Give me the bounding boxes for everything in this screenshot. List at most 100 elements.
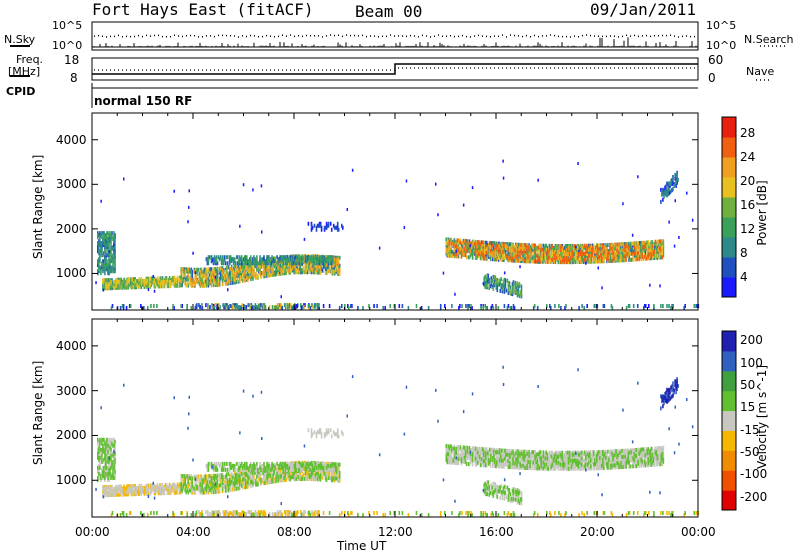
freq-tick-top: 18 (64, 53, 80, 67)
velocity-scatter-2-3 (180, 460, 341, 495)
velocity-scatter-2-5 (180, 460, 341, 495)
velocity-scatter-7-5 (483, 480, 523, 505)
xtick-label-2: 08:00 (277, 525, 312, 539)
power-scatter-7-1 (483, 273, 519, 297)
date-title: 09/Jan/2011 (590, 0, 696, 19)
nave-label: Nave (746, 65, 775, 78)
power-scatter-6-5 (445, 238, 664, 265)
freq-trace (92, 63, 698, 75)
velocity-scatter-1-4 (102, 482, 182, 498)
power-scatter-8-1 (660, 170, 678, 204)
power-colorbar-swatch-1 (722, 257, 736, 278)
nsearch-label: N.Search (744, 33, 794, 46)
panel-1-ytick-label-0: 1000 (56, 473, 87, 488)
velocity-colorbar-tick-4: 15 (740, 400, 756, 415)
freq-label-1: Freq. (16, 53, 44, 66)
power-colorbar-swatch-6 (722, 157, 736, 178)
power-scatter-5-1 (310, 221, 343, 232)
xtick-label-0: 00:00 (75, 525, 110, 539)
power-colorbar-tick-0: 4 (740, 270, 748, 284)
noise-tick-bottom-right: 10^0 (706, 39, 737, 52)
power-colorbar-swatch-3 (722, 217, 736, 238)
panel-1-ytick-label-1: 2000 (56, 428, 87, 443)
xtick-label-5: 20:00 (580, 525, 615, 539)
xtick-label-4: 16:00 (479, 525, 514, 539)
velocity-scatter-8-7 (660, 377, 679, 411)
power-colorbar-label: Power [dB] (755, 180, 769, 246)
velocity-colorbar-label: Velocity [m s^-1] (755, 364, 769, 470)
xtick-label-6: 00:00 (681, 525, 716, 539)
velocity-scatter-5-4 (307, 428, 344, 439)
noise-panel-frame (91, 21, 699, 51)
panel-1-ytick-label-2: 3000 (56, 383, 87, 398)
velocity-colorbar-tick-1: -100 (740, 467, 768, 482)
power-colorbar-tick-4: 20 (740, 174, 756, 188)
velocity-colorbar-swatch-8 (722, 331, 736, 352)
velocity-scatter-9-3 (110, 511, 700, 517)
freq-label-2: [MHz] (8, 65, 41, 78)
nsky-label: N.Sky (4, 33, 36, 46)
power-colorbar-tick-2: 12 (740, 222, 756, 236)
noise-tick-bottom-left: 10^0 (52, 39, 83, 52)
velocity-panel (95, 365, 700, 517)
panel-1-ytick-label-3: 4000 (56, 338, 87, 353)
panel-0-ytick-label-2: 3000 (56, 177, 87, 192)
cpid-value: normal 150 RF (94, 94, 193, 108)
power-colorbar-tick-1: 8 (740, 246, 748, 260)
cpid-label: CPID (6, 85, 36, 98)
velocity-scatter-0-4 (97, 437, 116, 482)
nave-trace (94, 67, 695, 71)
power-scatter-6-2 (445, 237, 663, 265)
power-scatter-0-2 (97, 231, 116, 276)
power-panel (95, 159, 700, 310)
velocity-colorbar-swatch-1 (722, 470, 736, 491)
velocity-colorbar-tick-0: -200 (740, 489, 768, 504)
power-colorbar-swatch-8 (722, 117, 736, 138)
velocity-colorbar-frame (721, 330, 737, 511)
velocity-scatter-8-8 (661, 379, 678, 409)
velocity-ylabel: Slant Range [km] (31, 360, 45, 465)
power-scatter-0-3 (97, 231, 116, 276)
velocity-scatter-4-4 (196, 510, 318, 517)
station-title: Fort Hays East (fitACF) (92, 0, 314, 19)
velocity-colorbar-swatch-4 (722, 410, 736, 431)
time-xlabel: Time UT (337, 539, 387, 553)
xtick-label-1: 04:00 (176, 525, 211, 539)
power-scatter-4-1 (196, 303, 319, 310)
axes (91, 112, 699, 518)
nsky-trace (93, 37, 697, 47)
colorbars (721, 116, 737, 511)
noise-tick-top-right: 10^5 (706, 19, 737, 32)
nave-tick-bottom: 0 (708, 71, 716, 85)
power-colorbar-tick-6: 28 (740, 126, 756, 140)
panel-0-ytick-label-3: 4000 (56, 132, 87, 147)
power-scatter-4-5 (211, 303, 314, 310)
nsearch-trace (94, 34, 695, 38)
power-scatter-7-2 (483, 277, 523, 299)
velocity-scatter-6-5 (445, 444, 665, 471)
power-scatter-8-2 (661, 172, 679, 199)
velocity-colorbar-swatch-2 (722, 450, 736, 471)
power-colorbar-frame (721, 116, 737, 298)
velocity-colorbar-swatch-6 (722, 370, 736, 392)
velocity-scatter-0-5 (97, 437, 116, 482)
power-scatter-9-2 (121, 304, 673, 310)
power-scatter-7-3 (483, 273, 523, 297)
power-colorbar-swatch-4 (722, 197, 736, 218)
velocity-colorbar-tick-5: 50 (740, 377, 756, 392)
velocity-colorbar-swatch-0 (722, 490, 736, 511)
power-colorbar-tick-5: 24 (740, 150, 756, 164)
power-scatter-6-6 (445, 237, 663, 265)
panel-0-ytick-label-1: 2000 (56, 221, 87, 236)
power-colorbar-swatch-0 (722, 277, 736, 298)
velocity-colorbar-swatch-3 (722, 430, 736, 451)
top-panels (10, 21, 785, 108)
freq-panel-frame (91, 57, 699, 81)
velocity-colorbar-tick-6: 100 (740, 355, 763, 370)
velocity-colorbar-swatch-7 (722, 350, 736, 372)
xtick-label-3: 12:00 (378, 525, 413, 539)
power-scatter-1-5 (102, 275, 182, 291)
noise-tick-top-left: 10^5 (52, 19, 83, 32)
velocity-colorbar-swatch-5 (722, 390, 736, 412)
nave-tick-top: 60 (708, 53, 724, 67)
